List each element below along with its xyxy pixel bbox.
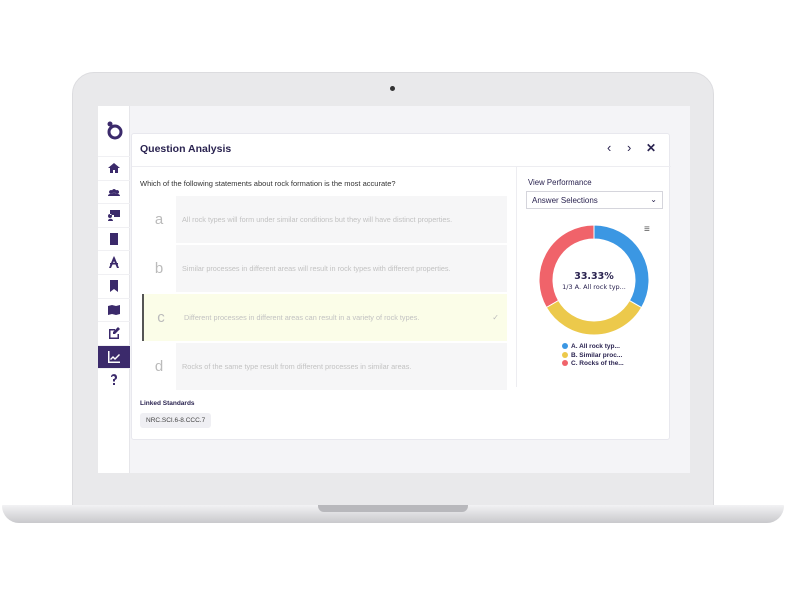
screen: Question Analysis ‹ › ✕ Which of the fol… [98,106,690,473]
question-analysis-panel: Question Analysis ‹ › ✕ Which of the fol… [131,133,671,440]
select-value: Answer Selections [532,196,598,205]
next-button[interactable]: › [627,140,632,155]
sidebar-item-bookmark[interactable] [98,274,130,297]
chevron-down-icon: ⌄ [650,195,657,204]
help-icon [111,374,117,386]
option-letter: d [142,343,176,390]
chart-legend: A. All rock typ... B. Similar proc... C. R… [562,343,624,369]
home-icon [108,163,120,173]
option-text: Rocks of the same type result from diffe… [182,362,412,371]
legend-label: A. All rock typ... [571,343,620,350]
camera [390,86,395,91]
center-value: 33.33% [574,271,614,282]
classroom-icon [108,210,120,222]
sidebar-item-users[interactable] [98,179,130,203]
legend-label: C. Rocks of the... [571,360,624,367]
divider [516,167,517,387]
close-button[interactable]: ✕ [646,141,657,155]
center-label: 1/3 A. All rock typ... [562,283,626,291]
sidebar-item-edit[interactable] [98,321,130,344]
book-icon [110,232,118,245]
prev-button[interactable]: ‹ [607,140,612,155]
option-text: Different processes in different areas c… [184,313,420,322]
laptop-base [2,505,784,523]
legend-dot [562,351,568,358]
answer-option[interactable]: d Rocks of the same type result from diff… [142,343,507,390]
legend-label: B. Similar proc... [571,351,623,359]
panel-title: Question Analysis [140,143,232,155]
divider [132,166,671,167]
option-text: Similar processes in different areas wil… [182,264,451,273]
sidebar-item-classroom[interactable] [98,203,130,226]
laptop-notch [318,505,468,512]
sidebar-item-book[interactable] [98,226,130,250]
answer-option[interactable]: c Different processes in different areas … [142,294,507,341]
option-letter: a [142,196,176,243]
standard-chip[interactable]: NRC.SCI.6-8.CCC.7 [140,413,212,428]
sidebar-item-chart[interactable] [98,344,130,368]
edit-icon [109,327,120,340]
sidebar [98,106,130,473]
option-text: All rock types will form under similar c… [182,215,453,224]
chart-menu-icon[interactable]: ≡ [644,224,650,235]
sidebar-item-compass[interactable] [98,250,130,273]
map-icon [108,304,120,315]
sidebar-item-help[interactable] [98,368,130,391]
legend-dot [562,343,568,349]
answer-option[interactable]: b Similar processes in different areas wi… [142,245,507,292]
legend-item[interactable]: A. All rock typ... [562,343,624,352]
donut-slice[interactable] [545,299,643,336]
sidebar-item-map[interactable] [98,297,130,321]
legend-dot [562,360,568,366]
question-text: Which of the following statements about … [140,179,396,188]
view-performance-label: View Performance [528,178,592,187]
answer-option[interactable]: a All rock types will form under similar … [142,196,507,243]
chart-icon [108,350,120,363]
bookmark-icon [110,280,118,292]
option-letter: c [144,294,178,341]
legend-item[interactable]: C. Rocks of the... [562,360,624,369]
check-icon: ✓ [492,313,499,322]
option-letter: b [142,245,176,292]
compass-icon [109,256,119,269]
users-icon [108,188,120,196]
donut-chart: 33.33% 1/3 A. All rock typ... [538,224,650,336]
sidebar-item-home[interactable] [98,156,130,179]
linked-standards-label: Linked Standards [140,400,195,407]
donut-slice[interactable] [593,224,650,309]
performance-select[interactable]: Answer Selections ⌄ [526,191,663,209]
logo-icon [107,121,123,140]
legend-item[interactable]: B. Similar proc... [562,351,624,361]
donut-slice[interactable] [538,224,595,309]
